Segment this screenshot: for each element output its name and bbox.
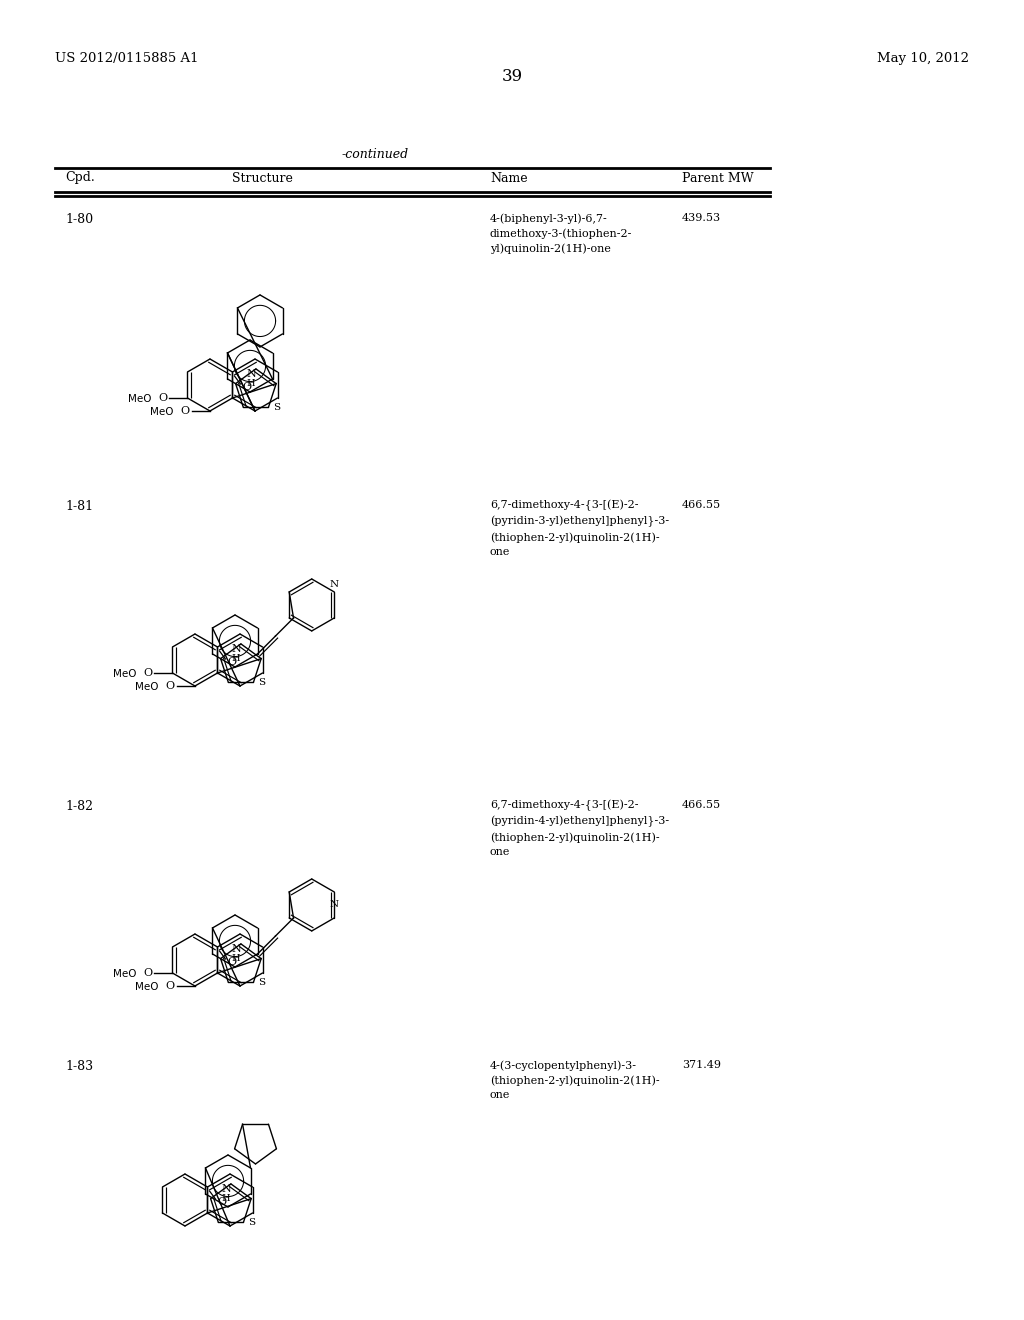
Text: 4-(3-cyclopentylphenyl)-3-
(thiophen-2-yl)quinolin-2(1H)-
one: 4-(3-cyclopentylphenyl)-3- (thiophen-2-y… xyxy=(490,1060,659,1101)
Text: 371.49: 371.49 xyxy=(682,1060,721,1071)
Text: MeO: MeO xyxy=(135,682,159,692)
Text: May 10, 2012: May 10, 2012 xyxy=(877,51,969,65)
Text: 1-80: 1-80 xyxy=(65,213,93,226)
Text: O: O xyxy=(159,393,168,403)
Text: S: S xyxy=(273,403,281,412)
Text: N: N xyxy=(330,900,339,909)
Text: S: S xyxy=(249,1218,256,1228)
Text: N: N xyxy=(221,1184,230,1195)
Text: MeO: MeO xyxy=(113,969,136,979)
Text: Structure: Structure xyxy=(231,172,293,185)
Text: N: N xyxy=(330,581,339,590)
Text: H: H xyxy=(231,954,241,964)
Text: O: O xyxy=(181,407,190,416)
Text: N: N xyxy=(246,370,256,379)
Text: H: H xyxy=(231,653,241,663)
Text: 6,7-dimethoxy-4-{3-[(E)-2-
(pyridin-4-yl)ethenyl]phenyl}-3-
(thiophen-2-yl)quino: 6,7-dimethoxy-4-{3-[(E)-2- (pyridin-4-yl… xyxy=(490,800,669,857)
Text: MeO: MeO xyxy=(151,407,174,417)
Text: MeO: MeO xyxy=(128,393,152,404)
Text: Name: Name xyxy=(490,172,527,185)
Text: 466.55: 466.55 xyxy=(682,800,721,810)
Text: S: S xyxy=(258,978,265,987)
Text: S: S xyxy=(258,678,265,686)
Text: -continued: -continued xyxy=(341,148,409,161)
Text: 39: 39 xyxy=(502,69,522,84)
Text: MeO: MeO xyxy=(135,982,159,993)
Text: Parent MW: Parent MW xyxy=(682,172,754,185)
Text: N: N xyxy=(231,944,241,954)
Text: 1-83: 1-83 xyxy=(65,1060,93,1073)
Text: O: O xyxy=(166,681,175,690)
Text: 466.55: 466.55 xyxy=(682,500,721,510)
Text: H: H xyxy=(221,1195,230,1203)
Text: O: O xyxy=(243,381,252,392)
Text: O: O xyxy=(217,1197,226,1206)
Text: N: N xyxy=(231,644,241,653)
Text: 4-(biphenyl-3-yl)-6,7-
dimethoxy-3-(thiophen-2-
yl)quinolin-2(1H)-one: 4-(biphenyl-3-yl)-6,7- dimethoxy-3-(thio… xyxy=(490,213,633,255)
Text: O: O xyxy=(143,968,153,978)
Text: O: O xyxy=(227,957,237,968)
Text: O: O xyxy=(166,981,175,991)
Text: MeO: MeO xyxy=(113,669,136,678)
Text: O: O xyxy=(227,657,237,667)
Text: 1-82: 1-82 xyxy=(65,800,93,813)
Text: 6,7-dimethoxy-4-{3-[(E)-2-
(pyridin-3-yl)ethenyl]phenyl}-3-
(thiophen-2-yl)quino: 6,7-dimethoxy-4-{3-[(E)-2- (pyridin-3-yl… xyxy=(490,500,669,557)
Text: 439.53: 439.53 xyxy=(682,213,721,223)
Text: Cpd.: Cpd. xyxy=(65,172,95,185)
Text: H: H xyxy=(247,379,255,388)
Text: O: O xyxy=(143,668,153,678)
Text: 1-81: 1-81 xyxy=(65,500,93,513)
Text: US 2012/0115885 A1: US 2012/0115885 A1 xyxy=(55,51,199,65)
